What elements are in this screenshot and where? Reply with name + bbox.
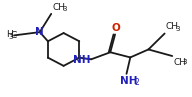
Text: 3: 3	[183, 59, 187, 65]
Text: CH: CH	[166, 23, 179, 31]
Text: N: N	[35, 27, 44, 37]
Text: CH: CH	[52, 3, 65, 12]
Text: H: H	[6, 30, 13, 39]
Text: 3: 3	[175, 26, 180, 32]
Text: O: O	[111, 23, 120, 33]
Text: 2: 2	[134, 78, 139, 87]
Text: C: C	[10, 31, 16, 40]
Text: 3: 3	[62, 6, 67, 12]
Text: 3: 3	[9, 34, 13, 40]
Text: NH: NH	[73, 55, 90, 65]
Text: CH: CH	[173, 58, 186, 67]
Text: NH: NH	[120, 76, 137, 86]
